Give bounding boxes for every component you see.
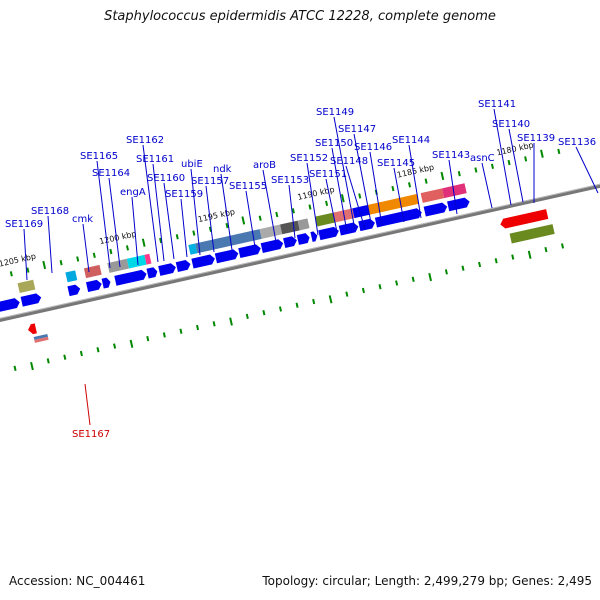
- kbp-label: 1195 kbp: [197, 207, 236, 224]
- feature-block: [107, 258, 130, 273]
- feature-block: [17, 279, 36, 293]
- gene-arrow: [175, 260, 191, 272]
- gene-label: SE1143: [432, 150, 470, 161]
- feature-block: [442, 183, 467, 199]
- gene-label: SE1148: [330, 156, 368, 167]
- reverse-strand-genes: [28, 209, 555, 343]
- gene-label: SE1150: [315, 138, 353, 149]
- gene-arrow: [318, 226, 339, 241]
- feature-block: [259, 224, 283, 239]
- gene-label: asnC: [470, 153, 495, 164]
- gene-arrow: [283, 236, 297, 248]
- accession-text: Accession: NC_004461: [9, 574, 146, 588]
- gene-label: aroB: [253, 160, 276, 171]
- gene-label: SE1145: [377, 158, 415, 169]
- kbp-label: 1205 kbp: [0, 252, 37, 269]
- gene-arrow: [114, 269, 147, 286]
- gene-labels: SE1169 SE1168 cmk SE1165 SE1164 engA SE1…: [5, 99, 596, 440]
- gene-label: SE1169: [5, 219, 43, 230]
- gene-arrow: [260, 239, 284, 253]
- feature-block: [352, 204, 371, 219]
- feature-block: [34, 336, 49, 343]
- gene-arrow: [85, 279, 102, 293]
- gene-label: cmk: [72, 214, 93, 225]
- map-title: Staphylococcus epidermidis ATCC 12228, c…: [104, 9, 496, 24]
- gene-label: SE1146: [354, 142, 392, 153]
- gene-label: SE1139: [517, 133, 555, 144]
- feature-block: [83, 264, 102, 279]
- gene-label: SE1162: [126, 135, 164, 146]
- gene-label: SE1140: [492, 119, 530, 130]
- gene-arrow: [310, 231, 318, 242]
- gene-arrow: [358, 218, 375, 232]
- kbp-label: 1190 kbp: [297, 185, 336, 202]
- gene-label: SE1151: [309, 169, 347, 180]
- gene-label: SE1165: [80, 151, 118, 162]
- gene-label: ndk: [213, 164, 232, 175]
- gene-label: SE1161: [136, 154, 174, 165]
- gene-arrow: [338, 222, 359, 236]
- gene-label: SE1136: [558, 137, 596, 148]
- gene-arrow: [146, 267, 158, 279]
- feature-block: [188, 243, 198, 255]
- gene-arrow-highlighted: [28, 323, 37, 335]
- gene-label: SE1159: [165, 189, 203, 200]
- gene-label: SE1141: [478, 99, 516, 110]
- gene-label: engA: [120, 187, 146, 198]
- gene-label: ubiE: [181, 159, 203, 170]
- gene-arrow: [423, 202, 448, 217]
- gene-arrow: [0, 298, 20, 314]
- genome-backbone: [0, 174, 600, 336]
- feature-block: [297, 218, 310, 231]
- kbp-label: 1200 kbp: [99, 229, 138, 246]
- gene-label: SE1155: [229, 181, 267, 192]
- feature-block: [280, 220, 300, 235]
- feature-block: [195, 229, 262, 254]
- tick-row-lower: [13, 243, 565, 371]
- gene-arrow: [238, 244, 261, 258]
- label-leaders: [23, 108, 599, 426]
- gene-arrow: [447, 197, 470, 212]
- gene-arrow: [158, 263, 176, 276]
- feature-block: [144, 253, 152, 265]
- gene-arrow: [214, 249, 239, 264]
- gene-label: SE1149: [316, 107, 354, 118]
- gene-arrow-highlighted: [500, 209, 549, 229]
- gene-label: SE1157: [191, 176, 229, 187]
- gene-label-highlighted: SE1167: [72, 429, 110, 440]
- feature-block: [509, 224, 555, 244]
- feature-track: [17, 183, 467, 293]
- gene-label: SE1144: [392, 135, 430, 146]
- gene-label: SE1160: [147, 173, 185, 184]
- gene-label: SE1168: [31, 206, 69, 217]
- gene-arrow: [191, 254, 215, 269]
- gene-arrow: [20, 293, 42, 307]
- gene-label: SE1152: [290, 153, 328, 164]
- feature-block: [33, 333, 48, 340]
- feature-block: [367, 193, 419, 215]
- feature-block: [420, 188, 445, 203]
- gene-arrow: [67, 284, 81, 297]
- gene-label: SE1147: [338, 124, 376, 135]
- feature-block: [126, 254, 147, 269]
- gene-arrow: [101, 277, 111, 289]
- gene-arrow: [296, 233, 310, 245]
- feature-block: [315, 212, 335, 227]
- gene-label: SE1164: [92, 168, 130, 179]
- topology-text: Topology: circular; Length: 2,499,279 bp…: [262, 574, 592, 588]
- gene-label: SE1153: [271, 175, 309, 186]
- feature-block: [65, 270, 78, 283]
- gene-arrow: [374, 208, 422, 228]
